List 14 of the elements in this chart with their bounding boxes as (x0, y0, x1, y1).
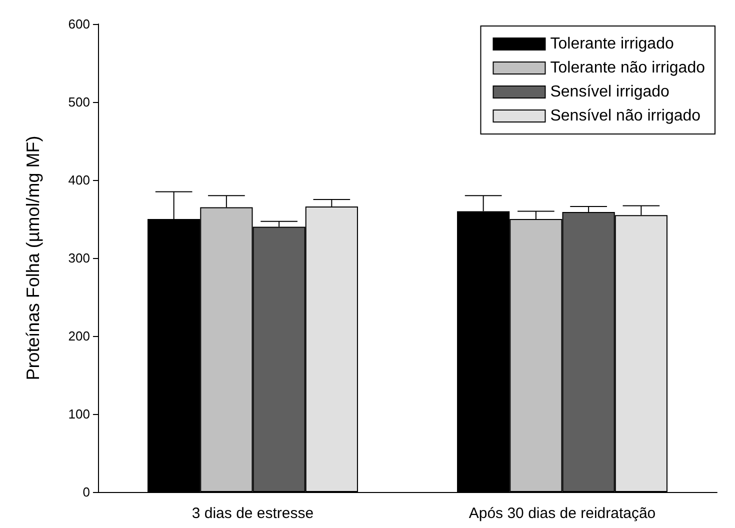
y-tick-label: 600 (68, 16, 90, 32)
x-tick-label: Após 30 dias de reidratação (468, 505, 656, 522)
y-tick-label: 0 (82, 484, 90, 500)
y-axis-title: Proteínas Folha (µmol/mg MF) (23, 136, 43, 380)
legend-label: Sensível irrigado (550, 84, 670, 100)
y-tick-label: 100 (68, 406, 90, 422)
legend-label: Tolerante não irrigado (550, 60, 706, 76)
y-tick-label: 200 (68, 328, 90, 344)
legend-label: Tolerante irrigado (550, 36, 674, 52)
x-tick-label: 3 dias de estresse (192, 505, 314, 522)
y-tick-label: 500 (68, 94, 90, 110)
y-tick-label: 300 (68, 250, 90, 266)
y-tick-label: 400 (68, 172, 90, 188)
legend-label: Sensível não irrigado (550, 108, 701, 124)
